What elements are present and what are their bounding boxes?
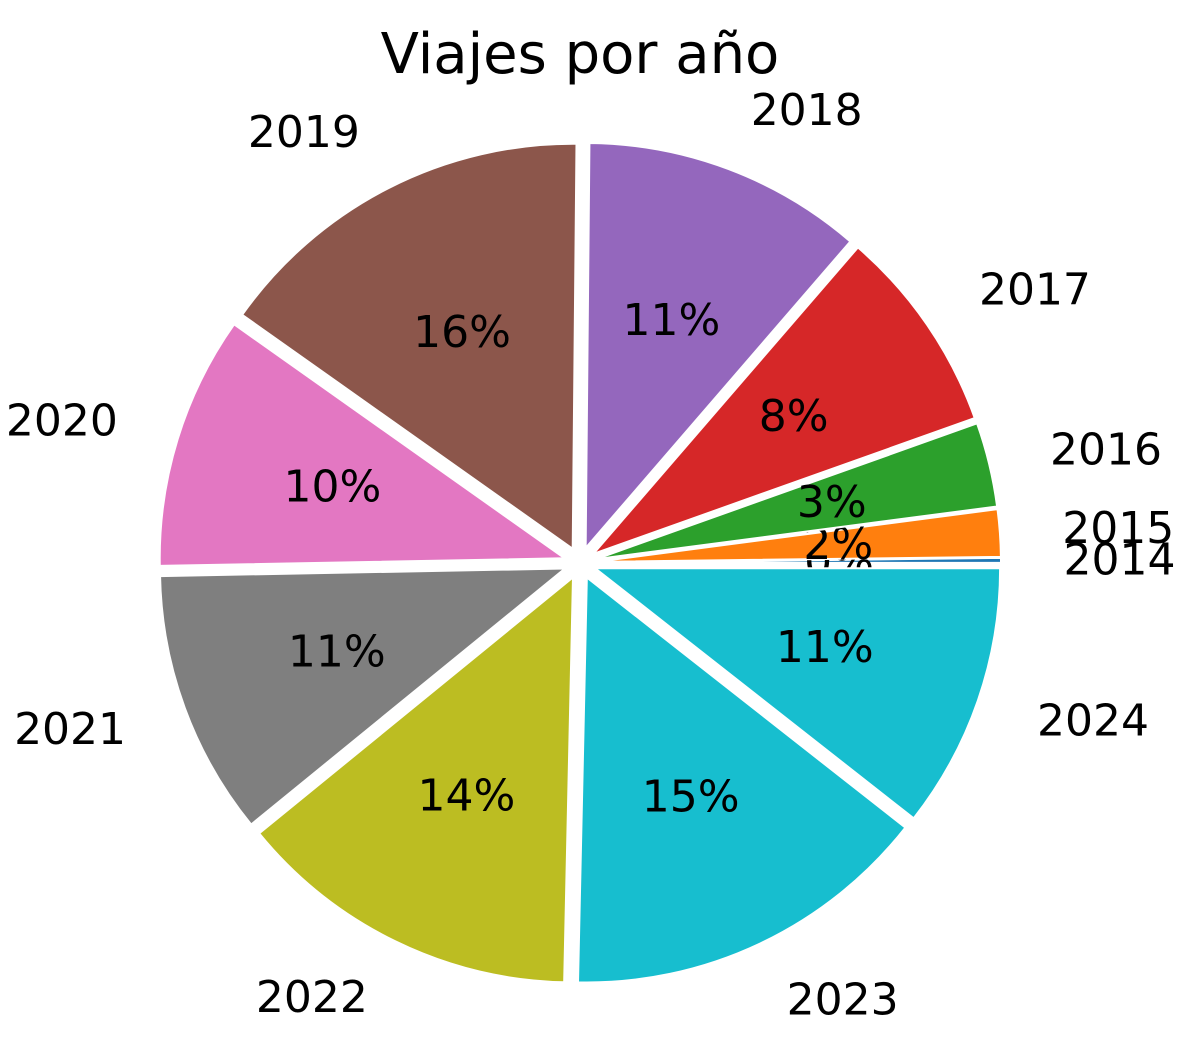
slice-label-2014: 2014 <box>1063 534 1175 585</box>
slice-label-2017: 2017 <box>979 264 1091 315</box>
slice-percent-2019: 16% <box>413 307 511 358</box>
slice-percent-2016: 3% <box>797 477 867 528</box>
pie-slice-2016 <box>595 422 999 561</box>
slice-label-2019: 2019 <box>248 107 360 158</box>
slice-label-2015: 2015 <box>1062 503 1174 554</box>
slice-percent-2021: 11% <box>288 627 386 678</box>
pie-slice-2015 <box>595 507 1002 563</box>
slice-percent-2017: 8% <box>759 391 829 442</box>
pie-slice-2014 <box>595 556 1003 564</box>
pie-slice-2020 <box>158 322 568 567</box>
slice-label-2024: 2024 <box>1037 695 1149 746</box>
pie-slice-2019 <box>240 142 578 551</box>
slice-label-2016: 2016 <box>1050 424 1162 475</box>
pie-slice-2018 <box>584 142 852 551</box>
slice-label-2018: 2018 <box>751 85 863 136</box>
slice-label-2023: 2023 <box>787 975 899 1026</box>
slice-percent-2018: 11% <box>623 295 721 346</box>
slice-percent-2020: 10% <box>284 461 382 512</box>
chart-title: Viajes por año <box>380 22 780 87</box>
pie-slice-2022 <box>257 575 575 984</box>
pie-slice-2017 <box>589 246 977 557</box>
pie-slice-2024 <box>592 567 1002 820</box>
pie-slice-2023 <box>576 575 907 984</box>
slice-label-2020: 2020 <box>6 395 118 446</box>
slice-percent-2024: 11% <box>776 622 874 673</box>
slice-label-2021: 2021 <box>14 704 126 755</box>
pie-slice-2021 <box>159 567 568 826</box>
slice-label-2022: 2022 <box>256 972 368 1023</box>
slice-percent-2023: 15% <box>642 772 740 823</box>
slice-percent-2022: 14% <box>417 770 515 821</box>
